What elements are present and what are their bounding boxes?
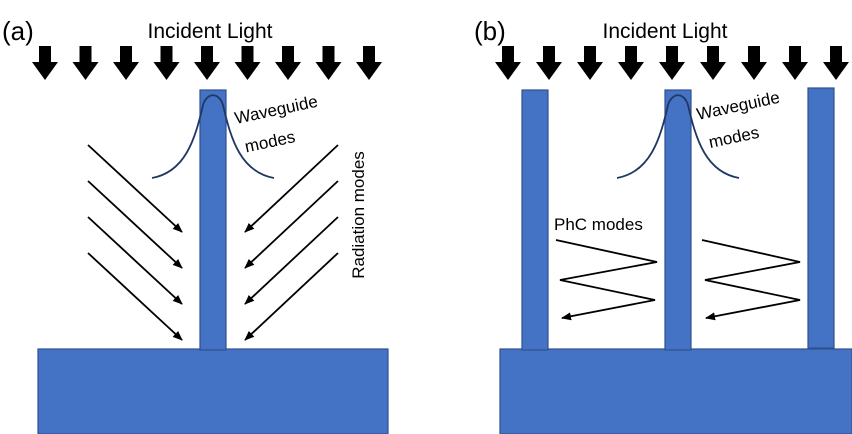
incident-arrow	[32, 46, 58, 80]
incident-arrow	[154, 46, 180, 80]
incident-arrow	[356, 46, 382, 80]
radiation-label: Radiation modes	[349, 151, 368, 279]
phc-label: PhC modes	[554, 215, 643, 234]
incident-arrow	[73, 46, 99, 80]
incident-arrow	[741, 46, 767, 80]
incident-arrow	[577, 46, 603, 80]
incident-light-title: Incident Light	[148, 20, 273, 43]
waveguide-label: Waveguide modes	[233, 92, 326, 157]
incident-arrow	[275, 46, 301, 80]
incident-arrow	[495, 46, 521, 80]
pillar	[808, 88, 834, 348]
pillar	[665, 90, 691, 350]
diagram: (a) Incident Light Waveguide modes Radia…	[0, 0, 852, 434]
incident-arrow	[316, 46, 342, 80]
incident-arrow	[194, 46, 220, 80]
incident-arrow	[235, 46, 261, 80]
incident-arrow	[113, 46, 139, 80]
waveguide-line: modes	[243, 127, 297, 156]
substrate	[500, 349, 852, 434]
waveguide-label: Waveguide modes	[695, 88, 788, 153]
incident-arrow	[823, 46, 849, 80]
substrate	[38, 349, 388, 434]
incident-arrow	[659, 46, 685, 80]
incident-arrow	[536, 46, 562, 80]
incident-arrow	[700, 46, 726, 80]
incident-light-title: Incident Light	[603, 20, 728, 43]
waveguide-line: modes	[707, 123, 761, 152]
panel-label: (a)	[2, 16, 34, 46]
waveguide-line: Waveguide	[233, 92, 320, 128]
pillar	[522, 90, 548, 350]
pillar	[200, 90, 226, 350]
incident-arrow	[782, 46, 808, 80]
incident-arrows	[32, 46, 849, 80]
incident-arrow	[618, 46, 644, 80]
panel-label: (b)	[474, 16, 506, 46]
waveguide-line: Waveguide	[695, 88, 782, 124]
